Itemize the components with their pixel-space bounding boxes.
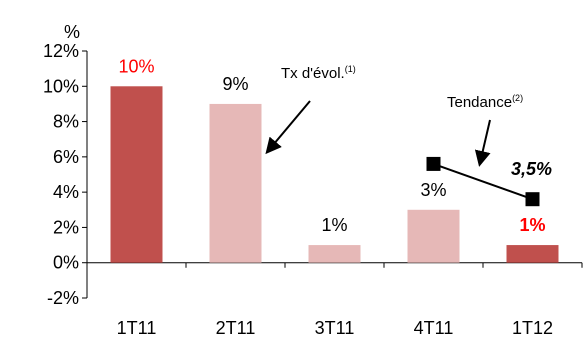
trend-line: [433, 162, 533, 201]
trend-marker: [426, 156, 441, 171]
annotation-arrow: [474, 119, 491, 167]
bar: [407, 209, 460, 263]
annotation-tx-evol-sup: (1): [345, 64, 356, 74]
annotation-tendance-sup: (2): [512, 93, 523, 103]
data-label: 1%: [321, 215, 347, 235]
bar: [209, 103, 262, 263]
y-axis-label: %: [64, 22, 80, 42]
data-label: 3%: [420, 180, 446, 200]
y-tick-label: 6%: [53, 147, 79, 167]
y-tick-label: 8%: [53, 112, 79, 132]
annotation-tendance-text: Tendance: [447, 94, 512, 111]
y-tick-label: 2%: [53, 217, 79, 237]
bar: [308, 245, 361, 263]
annotation-arrow: [265, 100, 311, 155]
data-label: 10%: [118, 56, 154, 76]
y-tick-label: 10%: [43, 76, 79, 96]
bars: 10% 9% 1% 3% 1%: [110, 56, 559, 263]
trend-label: 3,5%: [511, 159, 552, 179]
data-label: 1%: [519, 215, 545, 235]
y-tick-label: 0%: [53, 253, 79, 273]
x-tick-label: 3T11: [315, 318, 355, 338]
y-tick-label: -2%: [47, 288, 79, 308]
x-tick-label: 1T12: [512, 318, 553, 338]
bar: [110, 86, 163, 263]
annotation-tendance: Tendance(2): [447, 93, 523, 111]
x-tick-label: 2T11: [216, 318, 256, 338]
x-tick-label: 1T11: [117, 318, 157, 338]
annotation-tx-evol-text: Tx d'évol.: [281, 65, 345, 82]
y-tick-label: 12%: [43, 41, 79, 61]
bar: [506, 245, 559, 263]
trend: 3,5%: [426, 156, 552, 207]
annotations: Tx d'évol.(1) Tendance(2): [265, 64, 523, 167]
trend-marker: [525, 192, 540, 207]
annotation-tx-evol: Tx d'évol.(1): [281, 64, 356, 82]
x-tick-label: 4T11: [414, 318, 454, 338]
data-label: 9%: [222, 74, 248, 94]
y-tick-label: 4%: [53, 182, 79, 202]
